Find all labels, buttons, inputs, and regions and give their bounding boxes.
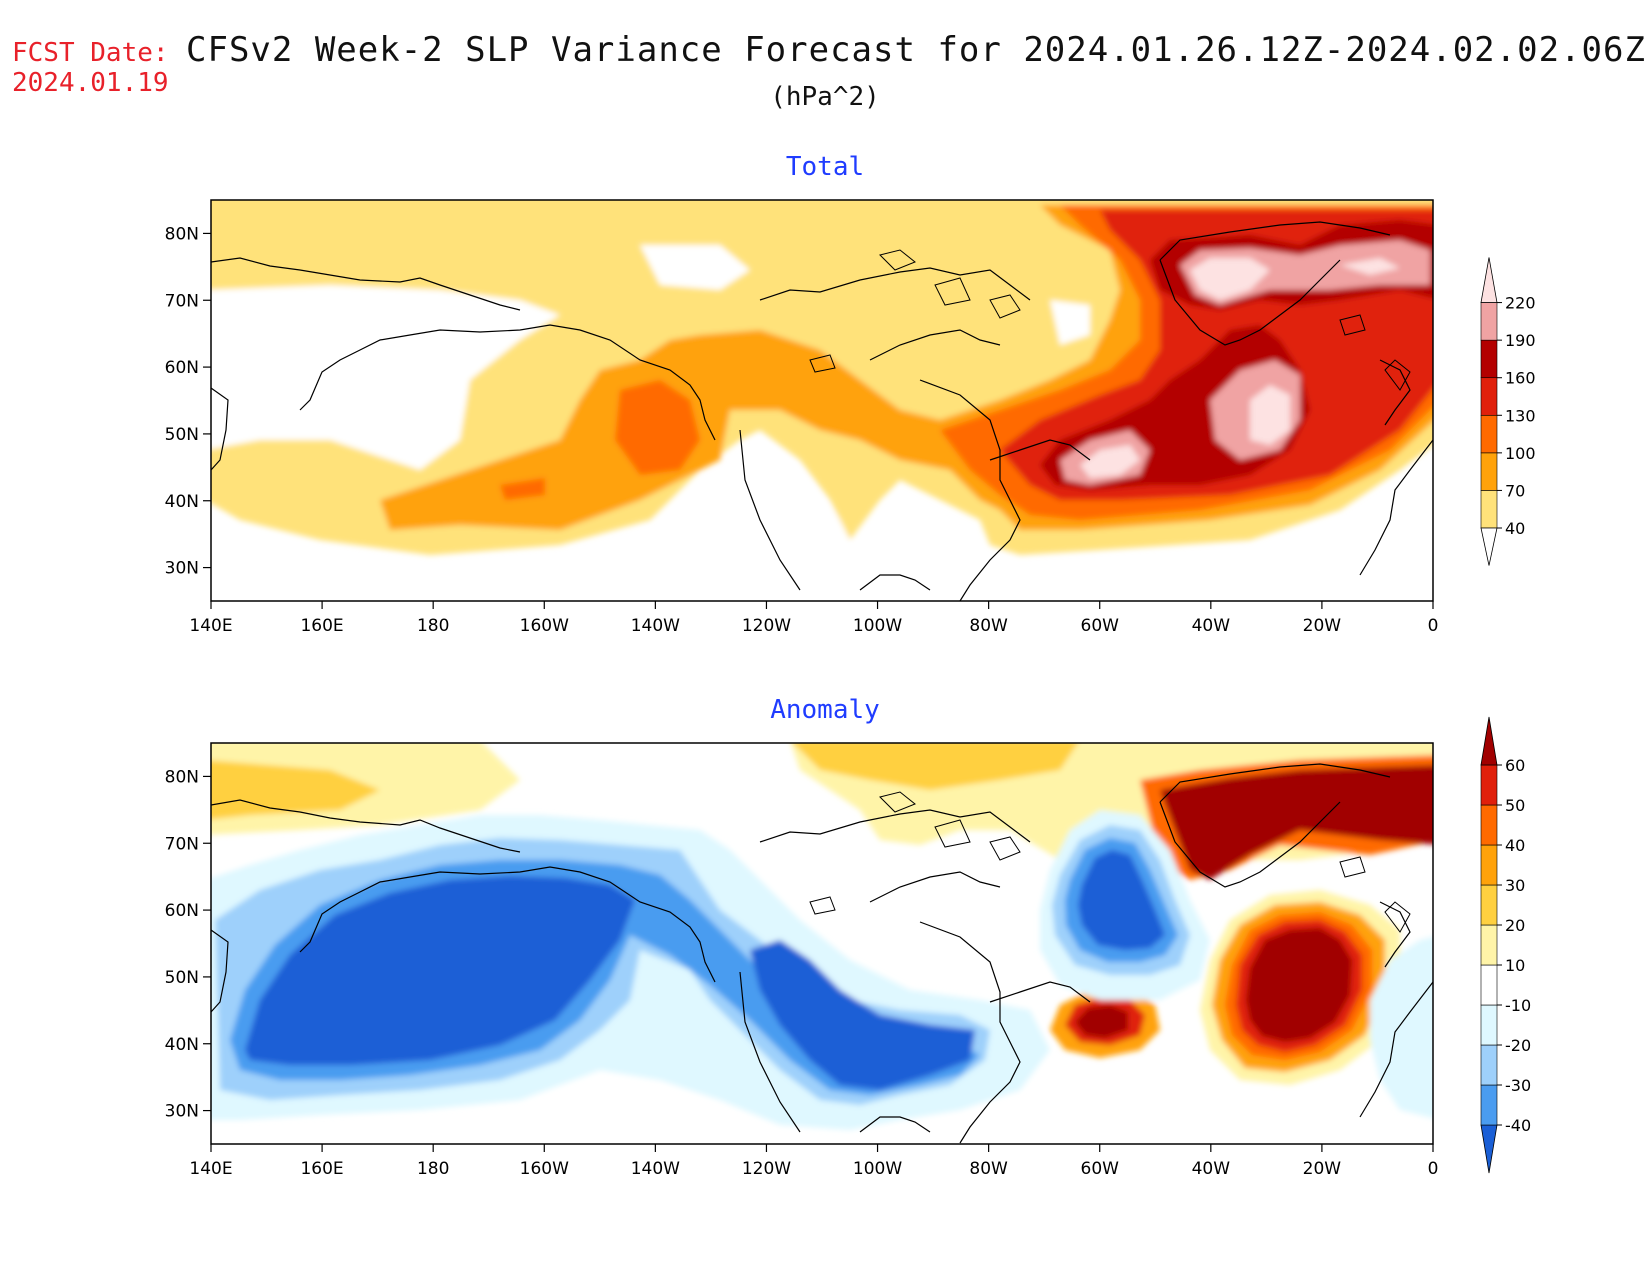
lon-tick-label: 60W (1081, 1159, 1120, 1179)
lon-tick-label: 40W (1192, 1159, 1231, 1179)
colorbar-label: 130 (1505, 406, 1536, 425)
colorbar-label: 40 (1505, 519, 1525, 538)
lat-tick-label: 80N (165, 224, 199, 244)
total-axes: 140E 160E 180 160W 140W 120W 100W 80W 60W 40W 20W 0… (165, 224, 1439, 636)
colorbar-label: 10 (1505, 956, 1525, 975)
lon-tick-label: 80W (969, 616, 1008, 636)
colorbar-segment (1480, 844, 1498, 886)
anomaly-field (211, 743, 1433, 1144)
lon-tick-label: 20W (1303, 616, 1342, 636)
lat-tick-label: 40N (165, 492, 199, 512)
anomaly-islands (809, 791, 1411, 933)
lon-tick-label: 120W (742, 1159, 791, 1179)
colorbar-label: 40 (1505, 836, 1525, 855)
lon-tick-label: 0 (1428, 1159, 1439, 1179)
lat-tick-label: 50N (165, 968, 199, 988)
total-coastlines (211, 221, 1433, 601)
lon-tick-label: 120W (742, 616, 791, 636)
anomaly-panel-title: Anomaly (770, 695, 880, 725)
total-islands (809, 249, 1411, 391)
colorbar-segment (1480, 1124, 1498, 1174)
lon-tick-label: 100W (853, 616, 902, 636)
colorbar-segment (1480, 257, 1498, 303)
lat-tick-label: 50N (165, 425, 199, 445)
colorbar-segment (1480, 377, 1498, 416)
main-title: CFSv2 Week-2 SLP Variance Forecast for 2… (186, 30, 1646, 70)
lon-tick-label: 160E (300, 1159, 343, 1179)
colorbar-label: 30 (1505, 876, 1525, 895)
fcst-date-label: FCST Date: (12, 38, 169, 68)
lat-tick-label: 80N (165, 767, 199, 787)
colorbar-label: 60 (1505, 756, 1525, 775)
units-label: (hPa^2) (770, 82, 880, 112)
lon-tick-label: 140W (631, 1159, 680, 1179)
colorbar-label: 190 (1505, 331, 1536, 350)
lon-tick-label: 160E (300, 616, 343, 636)
lon-tick-label: 180 (417, 1159, 449, 1179)
lon-tick-label: 0 (1428, 616, 1439, 636)
colorbar-segment (1480, 884, 1498, 926)
colorbar-label: 70 (1505, 481, 1525, 500)
anomaly-panel: 140E 160E 180 160W 140W 120W 100W 80W 60W 40W 20W 0… (165, 716, 1531, 1179)
lat-tick-label: 70N (165, 291, 199, 311)
colorbar-label: 220 (1505, 294, 1536, 313)
colorbar-segment (1480, 1084, 1498, 1126)
colorbar-segment (1480, 527, 1498, 566)
lon-tick-label: 60W (1081, 616, 1120, 636)
colorbar-label: -30 (1505, 1076, 1531, 1095)
colorbar-segment (1480, 339, 1498, 379)
lon-tick-label: 40W (1192, 616, 1231, 636)
anomaly-colorbar: -40 -30 -20 -10 10 20 30 40 50 60 (1480, 716, 1531, 1174)
colorbar-label: 50 (1505, 796, 1525, 815)
total-field (211, 200, 1433, 601)
colorbar-segment (1480, 964, 1498, 1006)
colorbar-label: -20 (1505, 1036, 1531, 1055)
colorbar-label: 160 (1505, 369, 1536, 388)
colorbar-label: 20 (1505, 916, 1525, 935)
lon-tick-label: 100W (853, 1159, 902, 1179)
fcst-date-value: 2024.01.19 (12, 68, 169, 98)
lat-tick-label: 60N (165, 358, 199, 378)
lon-tick-label: 140W (631, 616, 680, 636)
lon-tick-label: 180 (417, 616, 449, 636)
colorbar-segment (1480, 716, 1498, 766)
colorbar-segment (1480, 302, 1498, 341)
colorbar-segment (1480, 414, 1498, 454)
lat-tick-label: 30N (165, 559, 199, 579)
colorbar-segment (1480, 1004, 1498, 1046)
colorbar-label: 100 (1505, 444, 1536, 463)
lon-tick-label: 20W (1303, 1159, 1342, 1179)
lon-tick-label: 160W (520, 616, 569, 636)
lon-tick-label: 160W (520, 1159, 569, 1179)
lat-tick-label: 60N (165, 901, 199, 921)
lat-tick-label: 40N (165, 1035, 199, 1055)
colorbar-segment (1480, 804, 1498, 846)
lon-tick-label: 140E (189, 1159, 232, 1179)
colorbar-segment (1480, 490, 1498, 529)
colorbar-label: -10 (1505, 996, 1531, 1015)
colorbar-segment (1480, 924, 1498, 966)
colorbar-label: -40 (1505, 1116, 1531, 1135)
total-panel-title: Total (785, 152, 865, 182)
lat-tick-label: 30N (165, 1102, 199, 1122)
lon-tick-label: 80W (969, 1159, 1008, 1179)
lat-tick-label: 70N (165, 834, 199, 854)
colorbar-segment (1480, 1044, 1498, 1086)
lon-tick-label: 140E (189, 616, 232, 636)
anomaly-axes: 140E 160E 180 160W 140W 120W 100W 80W 60W 40W 20W 0… (165, 767, 1439, 1179)
total-colorbar: 40 70 100 130 160 190 220 (1480, 257, 1536, 566)
colorbar-segment (1480, 764, 1498, 806)
total-panel: 140E 160E 180 160W 140W 120W 100W 80W 60W 40W 20W 0… (165, 199, 1536, 636)
colorbar-segment (1480, 452, 1498, 491)
anomaly-coastlines (211, 763, 1433, 1144)
